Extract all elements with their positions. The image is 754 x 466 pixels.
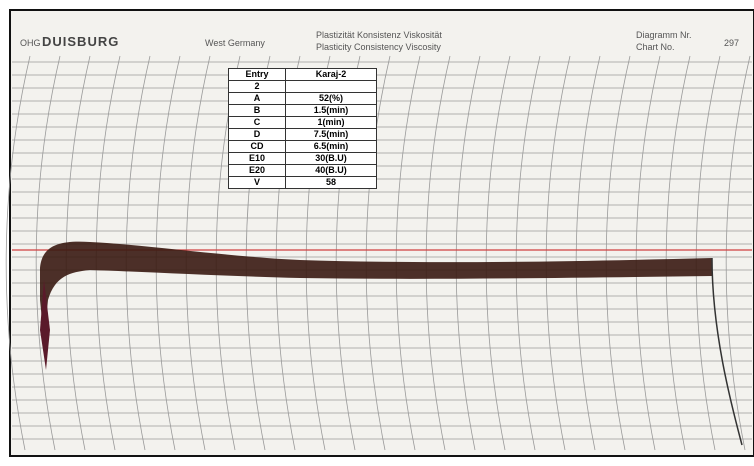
table-cell: 7.5(min) xyxy=(286,129,377,141)
company: DUISBURG xyxy=(42,34,119,49)
table-cell: C xyxy=(229,117,286,129)
table-cell: 1.5(min) xyxy=(286,105,377,117)
table-cell: 52(%) xyxy=(286,93,377,105)
table-cell: Karaj-2 xyxy=(286,69,377,81)
table-cell: 40(B.U) xyxy=(286,165,377,177)
chart-no-de: Diagramm Nr. xyxy=(636,30,692,40)
table-cell: E10 xyxy=(229,153,286,165)
table-cell: B xyxy=(229,105,286,117)
table-cell: E20 xyxy=(229,165,286,177)
paper-border xyxy=(10,10,754,456)
chart-paper xyxy=(0,0,754,466)
table-cell: D xyxy=(229,129,286,141)
empty-cell xyxy=(286,81,377,93)
chart-no-en: Chart No. xyxy=(636,42,675,52)
table-cell: 1(min) xyxy=(286,117,377,129)
chart-photo: OHG DUISBURG West Germany Plastizität Ko… xyxy=(0,0,754,466)
table-cell: 2 xyxy=(229,81,286,93)
table-cell: A xyxy=(229,93,286,105)
table-cell: 30(B.U) xyxy=(286,153,377,165)
table-row: 2 xyxy=(229,81,377,93)
company-prefix: OHG xyxy=(20,38,41,48)
header-line-en: Plasticity Consistency Viscosity xyxy=(316,42,441,52)
table-cell: CD xyxy=(229,141,286,153)
header-line-de: Plastizität Konsistenz Viskosität xyxy=(316,30,442,40)
table-cell: V xyxy=(229,177,286,189)
table-cell: Entry xyxy=(229,69,286,81)
table-cell: 6.5(min) xyxy=(286,141,377,153)
table-cell: 58 xyxy=(286,177,377,189)
country: West Germany xyxy=(205,38,265,48)
chart-no: 297 xyxy=(724,38,739,48)
